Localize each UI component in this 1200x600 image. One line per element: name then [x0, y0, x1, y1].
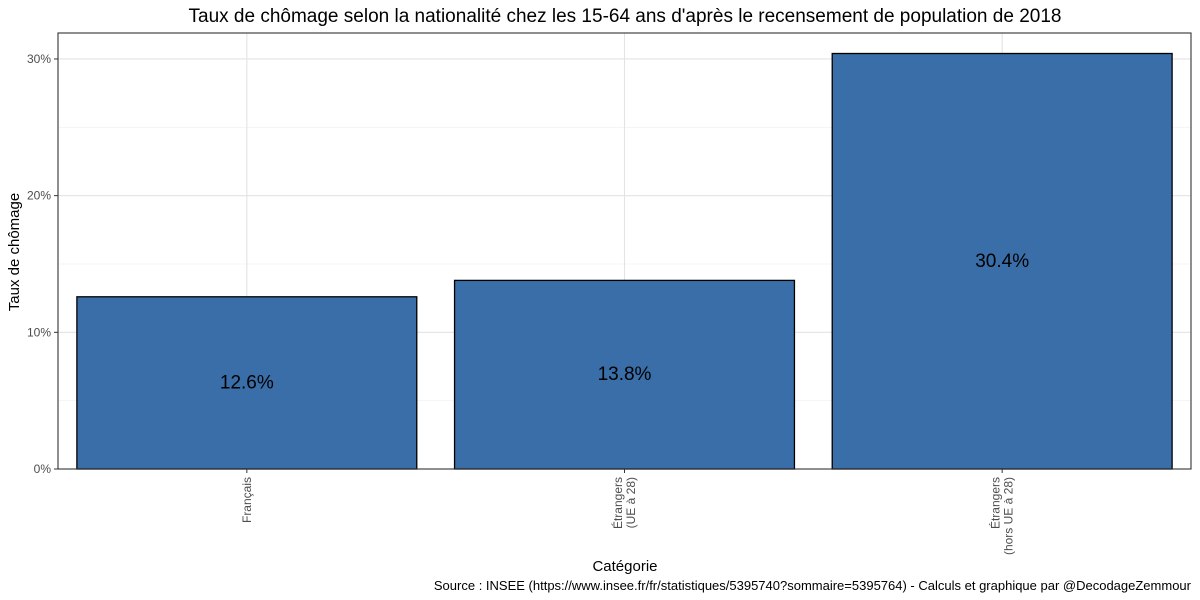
x-tick-label: Étrangers	[988, 477, 1003, 529]
x-tick-label: Étrangers	[610, 477, 625, 529]
bar-value-label: 30.4%	[975, 251, 1029, 272]
y-axis-title: Taux de chômage	[6, 193, 23, 311]
x-tick-label: (UE à 28)	[624, 477, 638, 528]
x-tick-label-group: Français	[240, 477, 254, 523]
x-axis: Français Étrangers (UE à 28) Étrangers (hors…	[240, 469, 1016, 555]
x-tick-label-group: Étrangers (UE à 28)	[610, 477, 638, 529]
y-tick-label: 10%	[27, 325, 51, 339]
source-caption: Source : INSEE (https://www.insee.fr/fr/…	[434, 578, 1192, 593]
chart-title: Taux de chômage selon la nationalité che…	[189, 6, 1062, 27]
bar-value-label: 13.8%	[598, 364, 652, 385]
plot-panel: 12.6% 13.8% 30.4%	[57, 32, 1192, 470]
x-tick-label: Français	[240, 477, 254, 523]
y-axis: 0% 10% 20% 30%	[27, 52, 58, 476]
y-tick-label: 0%	[34, 462, 52, 476]
bar	[76, 296, 418, 470]
bar	[453, 279, 796, 470]
y-tick-label: 30%	[27, 52, 51, 66]
x-axis-title: Catégorie	[592, 558, 657, 575]
x-tick-label-group: Étrangers (hors UE à 28)	[988, 477, 1016, 555]
x-tick-label: (hors UE à 28)	[1002, 477, 1016, 555]
bar-value-label: 12.6%	[220, 372, 274, 393]
y-tick-label: 20%	[27, 189, 51, 203]
